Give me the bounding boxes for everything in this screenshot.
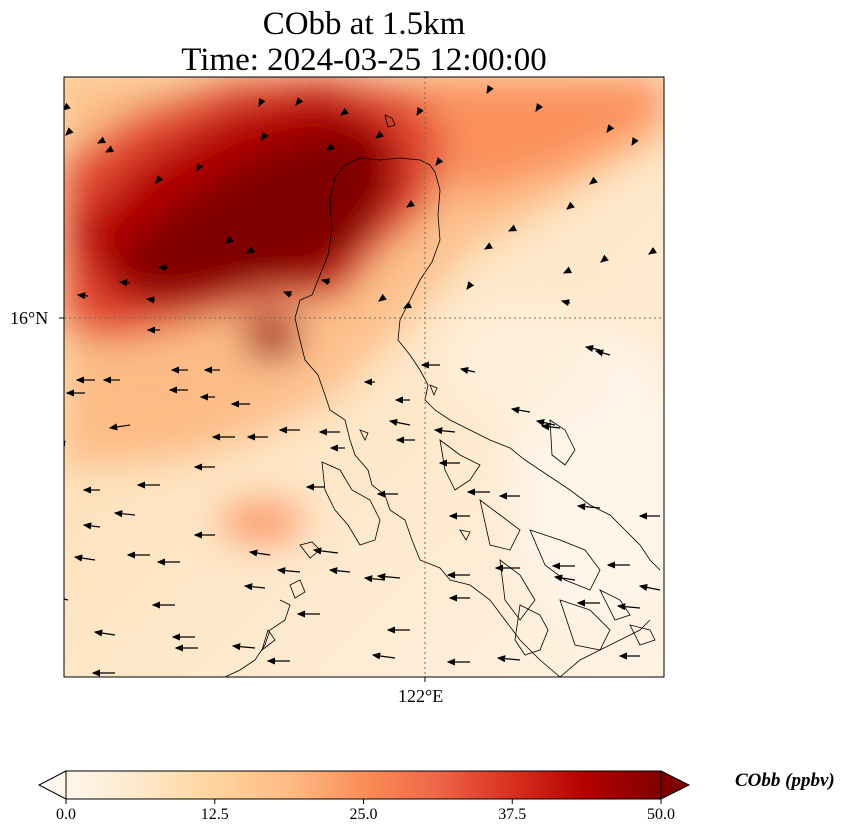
- wind-arrow: [406, 200, 415, 208]
- wind-arrow: [416, 106, 424, 117]
- colorbar-tick-label: 0.0: [56, 806, 76, 823]
- colorbar-extend-max: [660, 770, 691, 800]
- wind-arrow: [155, 175, 164, 184]
- wind-arrow: [375, 130, 384, 139]
- colorbar-tick-label: 25.0: [349, 806, 378, 823]
- wind-arrow: [435, 157, 444, 166]
- wind-arrow: [76, 292, 89, 300]
- wind-arrow: [560, 299, 571, 307]
- wind-arrow: [328, 567, 351, 575]
- wind-arrow: [340, 107, 349, 116]
- wind-arrow: [584, 344, 601, 353]
- wind-arrow: [371, 652, 396, 660]
- wind-arrow: [320, 278, 331, 286]
- concentration-field: [64, 77, 664, 677]
- wind-arrow: [82, 522, 101, 530]
- wind-arrow: [496, 655, 521, 663]
- wind-arrow: [326, 143, 335, 151]
- wind-arrow: [93, 629, 116, 637]
- wind-arrow: [225, 235, 234, 244]
- wind-arrow: [64, 598, 69, 601]
- lat-tick-label: 16°N: [10, 308, 49, 328]
- wind-arrow: [108, 423, 131, 431]
- colorbar-tick-label: 50.0: [647, 806, 675, 823]
- wind-arrow: [243, 583, 266, 591]
- wind-arrow: [258, 97, 266, 108]
- wind-arrow: [196, 162, 204, 173]
- colorbar-tick-label: 12.5: [200, 806, 229, 823]
- wind-arrow: [576, 503, 601, 511]
- wind-arrow: [376, 573, 401, 581]
- map-title: CObb at 1.5km: [262, 6, 466, 42]
- wind-arrow: [113, 510, 136, 518]
- wind-arrow: [276, 567, 301, 575]
- wind-arrow: [157, 264, 169, 272]
- wind-arrow: [553, 574, 576, 582]
- wind-arrow: [388, 418, 411, 426]
- wind-arrow: [648, 247, 657, 255]
- wind-arrow: [535, 419, 556, 427]
- wind-arrow: [378, 293, 387, 302]
- wind-arrow: [248, 549, 271, 557]
- wind-arrow: [507, 224, 518, 232]
- wind-arrow: [594, 349, 611, 357]
- wind-arrow: [510, 406, 531, 414]
- wind-arrow: [600, 254, 609, 263]
- wind-arrow: [245, 246, 256, 254]
- wind-arrow: [433, 427, 456, 435]
- colorbar-tick-label: 37.5: [498, 806, 527, 823]
- wind-arrow: [466, 281, 475, 290]
- wind-arrow: [295, 97, 304, 106]
- wind-arrow: [104, 145, 115, 153]
- colorbar-bar: [65, 770, 662, 800]
- colorbar-title: CObb (ppbv): [735, 770, 835, 791]
- wind-arrow: [631, 136, 639, 147]
- wind-arrow: [566, 201, 575, 210]
- wind-arrow: [540, 423, 561, 431]
- wind-arrow: [483, 242, 494, 250]
- wind-arrow: [638, 583, 661, 591]
- wind-arrow: [231, 643, 256, 651]
- wind-arrow: [65, 127, 74, 136]
- wind-arrow: [261, 131, 269, 142]
- wind-arrow: [606, 124, 615, 133]
- wind-arrow: [459, 366, 476, 375]
- wind-arrow: [73, 554, 96, 562]
- map-time: Time: 2024-03-25 12:00:00: [181, 42, 547, 78]
- wind-arrow: [282, 291, 293, 298]
- wind-arrow: [64, 102, 71, 111]
- colorbar-extend-min: [37, 770, 67, 800]
- wind-arrow: [562, 266, 573, 274]
- map-frame: [63, 76, 665, 678]
- wind-arrow: [535, 103, 543, 112]
- wind-arrow: [486, 84, 494, 95]
- wind-arrow: [118, 279, 131, 287]
- lon-tick-label: 122°E: [398, 686, 444, 706]
- wind-arrow: [402, 301, 413, 309]
- wind-arrow: [312, 547, 339, 555]
- wind-vectors: [64, 84, 661, 677]
- wind-arrow: [616, 603, 641, 611]
- wind-arrow: [145, 296, 156, 304]
- wind-arrow: [589, 176, 598, 185]
- wind-arrow: [96, 136, 107, 144]
- gridlines: [64, 77, 664, 677]
